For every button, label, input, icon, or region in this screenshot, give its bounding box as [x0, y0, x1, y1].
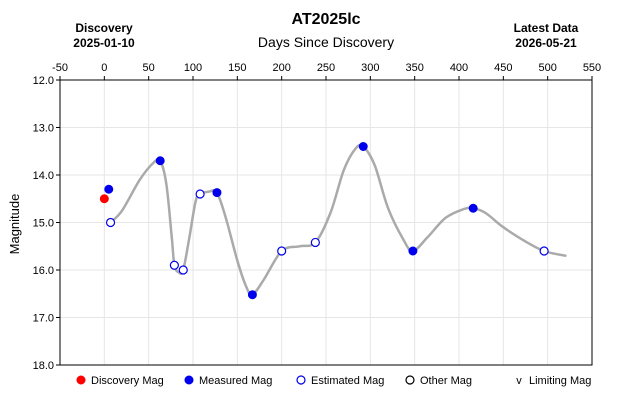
legend-label-discovery-mag: Discovery Mag	[91, 375, 164, 387]
measured-mag-point	[408, 246, 418, 256]
x-tick-label: 200	[272, 62, 290, 74]
legend-marker-estimated-mag	[296, 375, 306, 385]
estimated-mag-point	[105, 217, 116, 228]
legend-marker-other-mag	[405, 375, 415, 385]
measured-mag-point	[212, 188, 222, 198]
y-axis-label: Magnitude	[7, 194, 22, 255]
x-tick-label: 400	[450, 62, 468, 74]
measured-mag-point	[104, 184, 114, 194]
estimated-mag-point	[277, 246, 287, 256]
discovery-label: Discovery	[75, 21, 133, 35]
y-tick-label: 18.0	[33, 360, 54, 372]
y-tick-label: 16.0	[33, 265, 54, 277]
discovery-date: 2025-01-10	[73, 36, 135, 50]
x-tick-label: 50	[143, 62, 155, 74]
measured-mag-point	[468, 203, 478, 213]
measured-mag-point	[358, 142, 368, 151]
y-tick-label: 13.0	[33, 123, 54, 135]
trend-line	[109, 143, 567, 297]
y-tick-label: 17.0	[33, 313, 54, 325]
estimated-mag-point	[195, 189, 205, 199]
legend: Discovery Mag Measured Mag Estimated Mag Ot…	[76, 375, 591, 387]
estimated-mag-point	[539, 246, 549, 256]
estimated-mag-point	[169, 260, 179, 270]
latest-data-date: 2026-05-21	[515, 36, 577, 50]
x-axis: -50 0 50 100 150 200 250 300 350 400 450 500 550	[52, 62, 601, 80]
x-tick-label: 100	[184, 62, 202, 74]
estimated-mag-point	[310, 237, 320, 248]
measured-mag-point	[155, 156, 165, 166]
latest-data-label: Latest Data	[514, 21, 579, 35]
legend-marker-limiting-mag: v	[516, 375, 522, 387]
legend-label-estimated-mag: Estimated Mag	[311, 375, 384, 387]
x-tick-label: 300	[361, 62, 379, 74]
measured-mag-point	[247, 290, 257, 300]
estimated-mag-point	[178, 265, 188, 275]
x-tick-label: 250	[317, 62, 335, 74]
trend-curve	[109, 143, 567, 297]
x-tick-label: 550	[583, 62, 601, 74]
x-tick-label: 0	[101, 62, 107, 74]
legend-marker-measured-mag	[184, 375, 194, 385]
legend-marker-discovery-mag	[76, 375, 86, 385]
y-axis: 12.0 13.0 14.0 15.0 16.0 17.0 18.0	[33, 75, 60, 372]
x-tick-label: 500	[538, 62, 556, 74]
y-tick-label: 15.0	[33, 218, 54, 230]
x-tick-label: 350	[405, 62, 423, 74]
chart-title: AT2025lc	[291, 11, 360, 28]
x-tick-label: 450	[494, 62, 512, 74]
x-tick-label: 150	[228, 62, 246, 74]
y-tick-label: 12.0	[33, 75, 54, 87]
x-tick-label: -50	[52, 62, 68, 74]
x-axis-label: Days Since Discovery	[258, 34, 394, 50]
legend-label-other-mag: Other Mag	[420, 375, 472, 387]
legend-label-limiting-mag: Limiting Mag	[529, 375, 591, 387]
data-points	[99, 142, 549, 300]
y-tick-label: 14.0	[33, 170, 54, 182]
legend-label-measured-mag: Measured Mag	[199, 375, 272, 387]
discovery-mag-point	[99, 194, 109, 204]
